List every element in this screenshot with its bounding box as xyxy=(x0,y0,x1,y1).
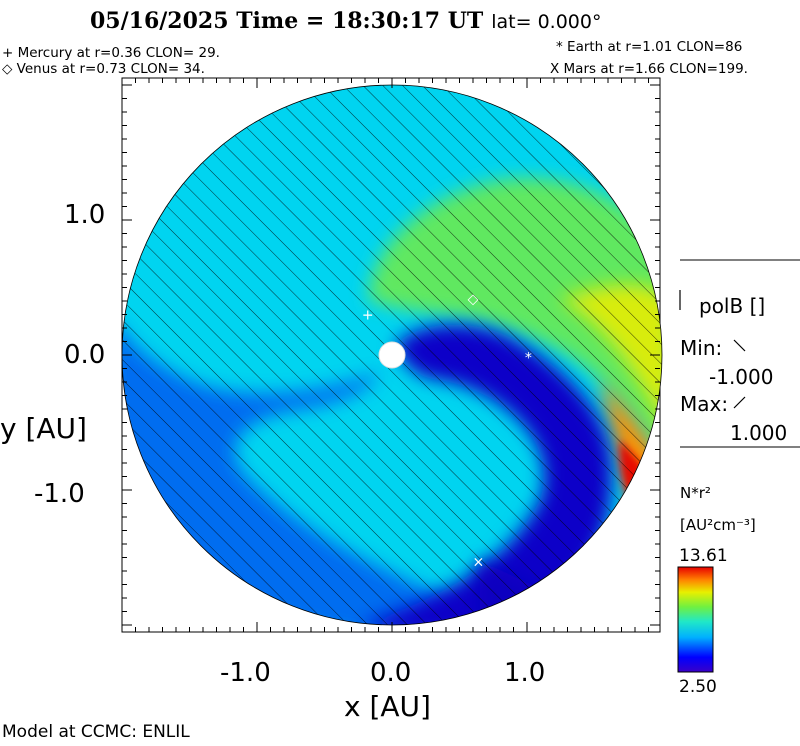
max-label: Max: xyxy=(680,392,729,416)
min-label: Min: xyxy=(680,336,723,360)
planet-marker-earth: * xyxy=(525,351,532,367)
sun-marker xyxy=(378,341,406,369)
min-slash-glyph xyxy=(733,339,746,352)
x-tick-label-minus1: -1.0 xyxy=(220,658,271,688)
y-tick-label-0: 0.0 xyxy=(64,340,106,370)
x-tick-label-0: 0.0 xyxy=(370,658,412,688)
axis-ticks xyxy=(121,78,660,632)
polarity-label: polB [] xyxy=(699,294,766,318)
earth-info: * Earth at r=1.01 CLON=86 xyxy=(556,39,743,55)
mercury-info: + Mercury at r=0.36 CLON= 29. xyxy=(2,45,220,61)
y-axis-label: y [AU] xyxy=(0,412,87,445)
max-slash-glyph xyxy=(733,396,746,409)
latitude-label: lat= 0.000° xyxy=(491,11,602,33)
max-value: 1.000 xyxy=(730,421,788,445)
colorbar-max: 13.61 xyxy=(679,546,728,566)
x-tick-label-1: 1.0 xyxy=(504,658,546,688)
mars-info: X Mars at r=1.66 CLON=199. xyxy=(550,61,748,77)
planet-marker-venus: ◇ xyxy=(468,291,479,307)
colorbar-units: [AU²cm⁻³] xyxy=(680,516,756,534)
plot-title: 05/16/2025 Time = 18:30:17 UT lat= 0.000° xyxy=(90,8,602,34)
planet-marker-mercury: + xyxy=(362,308,374,324)
planet-markers: + ◇ * × xyxy=(362,291,532,570)
model-credit: Model at CCMC: ENLIL xyxy=(2,722,190,742)
venus-info: ◇ Venus at r=0.73 CLON= 34. xyxy=(2,61,205,77)
colorbar-min: 2.50 xyxy=(679,677,717,697)
colorbar-quantity: N*r² xyxy=(680,484,711,502)
min-value: -1.000 xyxy=(709,365,774,389)
x-axis-label: x [AU] xyxy=(344,690,431,723)
y-tick-label-minus1: -1.0 xyxy=(34,479,85,509)
planet-marker-mars: × xyxy=(473,555,485,571)
y-tick-label-1: 1.0 xyxy=(64,200,106,230)
colorbar xyxy=(677,566,714,673)
